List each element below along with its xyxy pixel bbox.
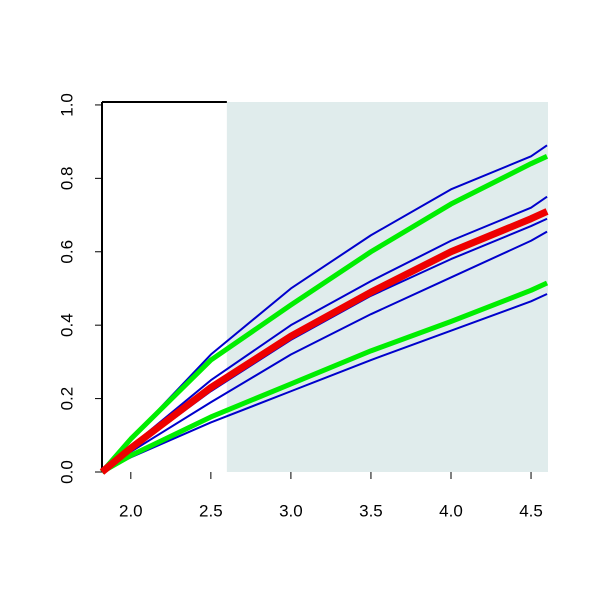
- y-tick-label: 0.4: [57, 313, 76, 337]
- y-tick-label: 0.2: [57, 387, 76, 411]
- data-line: [100, 154, 549, 474]
- x-tick-label: 3.5: [359, 501, 383, 520]
- y-tick-label: 0.8: [57, 167, 76, 191]
- x-tick-label: 3.0: [279, 501, 303, 520]
- data-line: [99, 208, 549, 475]
- data-line: [100, 280, 549, 475]
- x-tick-label: 4.0: [439, 501, 463, 520]
- y-tick-label: 1.0: [57, 93, 76, 117]
- data-line: [101, 230, 548, 473]
- y-tick-label: 0.0: [57, 460, 76, 484]
- x-tick-label: 2.0: [119, 501, 143, 520]
- x-tick-label: 2.5: [199, 501, 223, 520]
- x-tick-label: 4.5: [519, 501, 543, 520]
- y-tick-label: 0.6: [57, 240, 76, 264]
